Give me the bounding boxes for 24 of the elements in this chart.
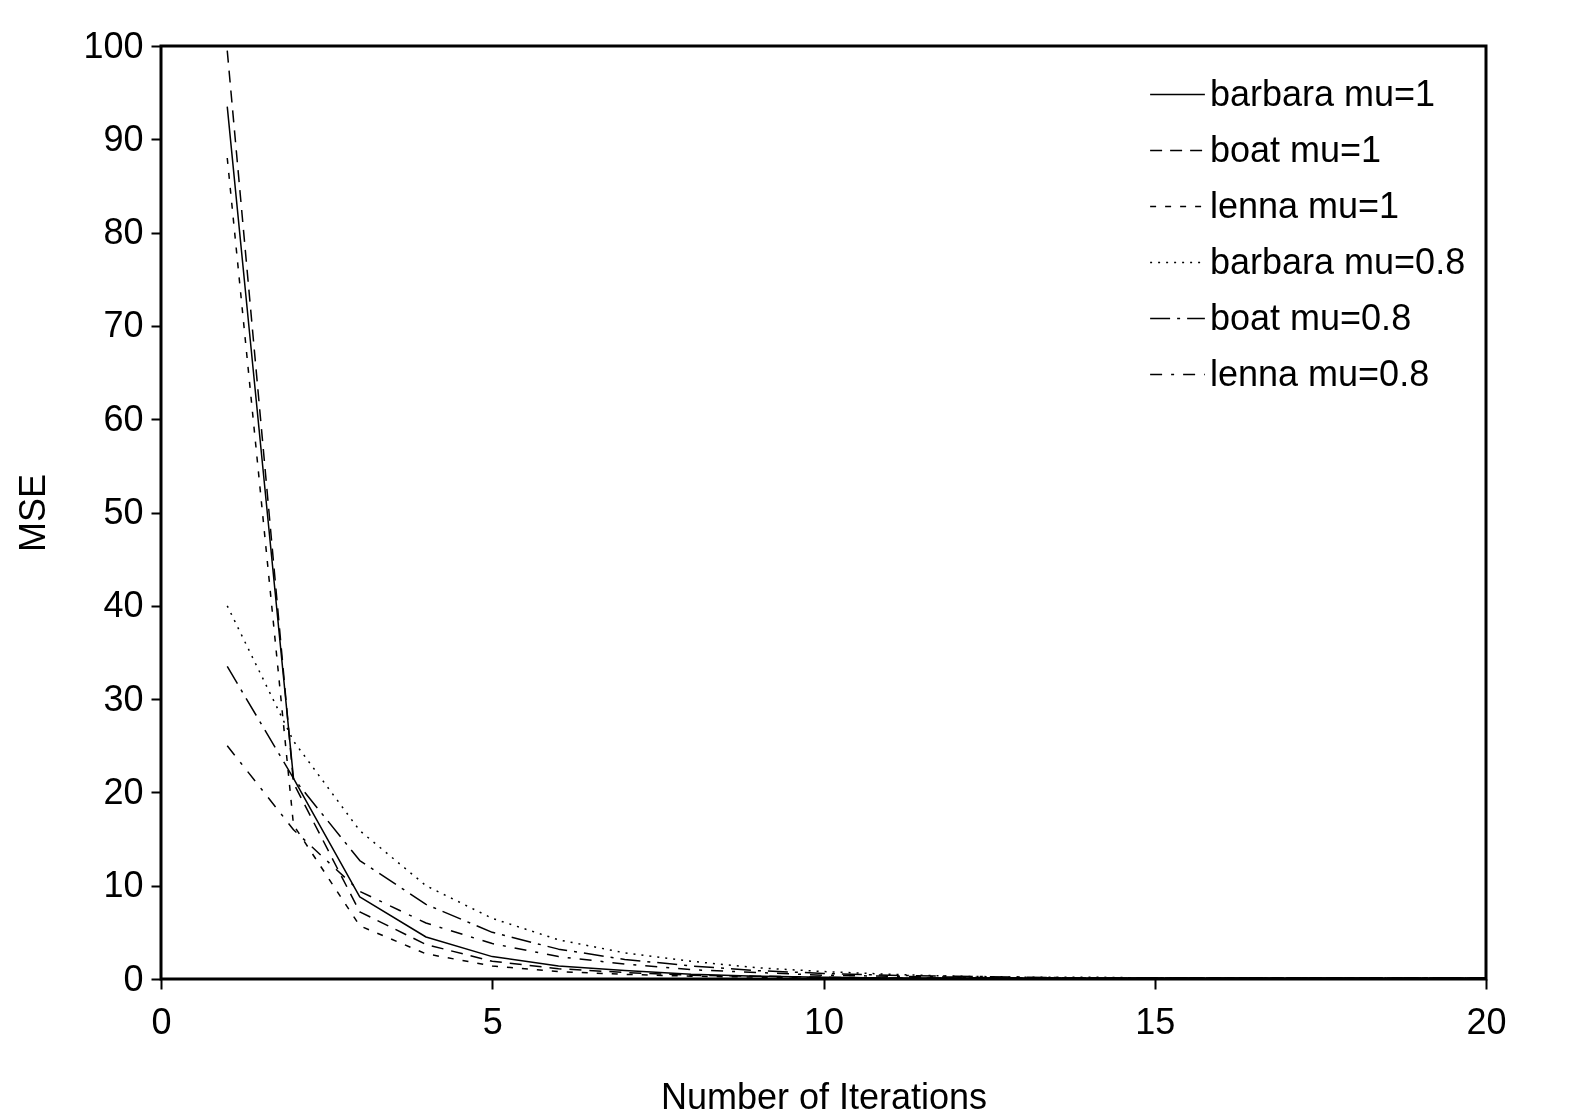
x-tick-label: 0 <box>151 1000 172 1042</box>
legend-label: lenna mu=1 <box>1210 184 1400 226</box>
y-tick-label: 20 <box>103 770 144 812</box>
y-tick-label: 10 <box>103 864 144 906</box>
y-tick-label: 100 <box>83 24 144 66</box>
y-tick-label: 50 <box>103 491 144 532</box>
x-axis-title: Number of Iterations <box>660 1075 988 1110</box>
x-tick-label: 10 <box>803 1000 845 1042</box>
legend-label: barbara mu=0.8 <box>1210 240 1466 282</box>
legend-label: barbara mu=1 <box>1210 72 1436 114</box>
legend-label: boat mu=0.8 <box>1210 296 1412 338</box>
x-tick-label: 20 <box>1466 1000 1507 1042</box>
legend-label: boat mu=1 <box>1210 128 1382 170</box>
y-axis-title: MSE <box>12 473 54 553</box>
y-tick-label: 40 <box>103 584 144 626</box>
y-tick-label: 80 <box>103 211 144 253</box>
x-tick-label: 5 <box>482 1000 503 1042</box>
x-tick-label: 15 <box>1135 1000 1176 1042</box>
y-tick-label: 70 <box>103 304 144 346</box>
y-tick-label: 90 <box>103 117 144 159</box>
legend-label: lenna mu=0.8 <box>1210 352 1430 394</box>
y-tick-label: 60 <box>103 397 144 439</box>
y-tick-label: 0 <box>123 957 144 999</box>
y-tick-label: 30 <box>103 677 144 719</box>
